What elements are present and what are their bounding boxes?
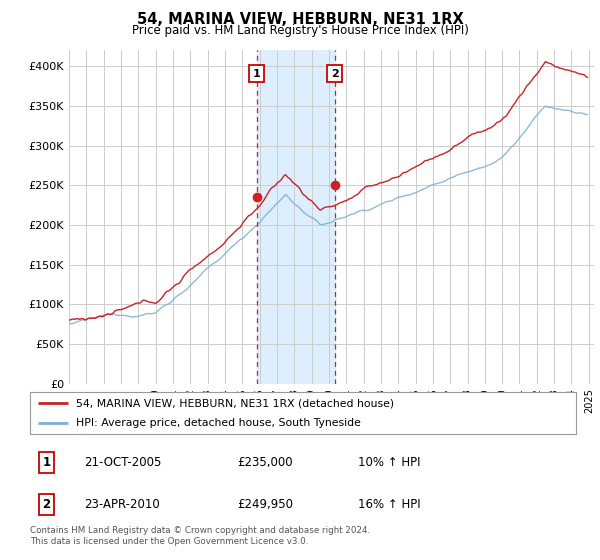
Text: HPI: Average price, detached house, South Tyneside: HPI: Average price, detached house, Sout… [76, 418, 361, 428]
Text: 54, MARINA VIEW, HEBBURN, NE31 1RX: 54, MARINA VIEW, HEBBURN, NE31 1RX [137, 12, 463, 27]
Text: 2: 2 [331, 69, 338, 79]
Text: Contains HM Land Registry data © Crown copyright and database right 2024.
This d: Contains HM Land Registry data © Crown c… [30, 526, 370, 546]
Text: 54, MARINA VIEW, HEBBURN, NE31 1RX (detached house): 54, MARINA VIEW, HEBBURN, NE31 1RX (deta… [76, 398, 395, 408]
Text: £249,950: £249,950 [238, 498, 293, 511]
Text: 1: 1 [43, 456, 50, 469]
Text: 10% ↑ HPI: 10% ↑ HPI [358, 456, 420, 469]
Text: 1: 1 [253, 69, 260, 79]
Bar [257, 50, 335, 384]
Text: 23-APR-2010: 23-APR-2010 [85, 498, 160, 511]
Text: 16% ↑ HPI: 16% ↑ HPI [358, 498, 420, 511]
Text: Price paid vs. HM Land Registry's House Price Index (HPI): Price paid vs. HM Land Registry's House … [131, 24, 469, 37]
Text: 2: 2 [43, 498, 50, 511]
Text: £235,000: £235,000 [238, 456, 293, 469]
Text: 21-OCT-2005: 21-OCT-2005 [85, 456, 162, 469]
